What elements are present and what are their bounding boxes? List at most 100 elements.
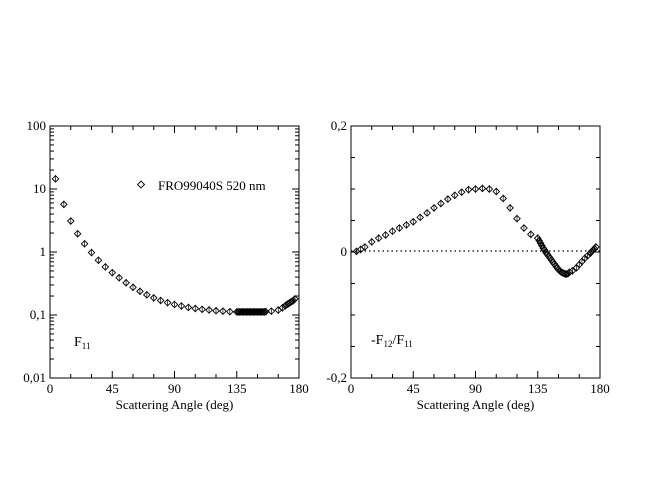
f12-ratio-data-point [536,239,545,248]
f11-label-main: F [74,335,82,350]
f11-x-tick-label: 90 [168,381,181,396]
f12-ratio-x-tick-label: 0 [348,381,355,396]
f11-data-point [156,296,165,305]
f11-x-ticks: 0 45 90 135 180 [47,126,309,396]
f12-ratio-x-tick-label: 135 [528,381,548,396]
f11-data-point [66,217,75,225]
f12-ratio-y-tick-label: 0 [341,244,348,259]
f12-ratio-data-point [374,234,383,242]
f11-data-point [219,307,227,316]
f11-y-tick-label: 10 [33,181,46,196]
f12-ratio-data-point [450,191,459,200]
f12-ratio-data-point [464,185,473,194]
ratio-label-sub1: 12 [383,339,392,349]
f11-label-sub: 11 [82,341,91,351]
f12-ratio-data-point [360,243,369,251]
f12-ratio-data-point [506,204,514,212]
f12-ratio-data-point [381,231,390,239]
f12-ratio-x-ticks: 0 45 90 135 180 [348,126,610,396]
ratio-label-sub2: 11 [404,339,413,349]
f11-data-point [212,306,220,315]
f11-data-point [101,263,110,271]
legend-marker [136,180,146,189]
f11-data-points [51,174,299,316]
f11-data-point [94,256,103,265]
f11-data-point [115,273,124,282]
f12-ratio-data-point [592,243,600,251]
f11-panel: 0 45 90 135 180 0,01 0,1 1 10 100 FRO99040S 520 … [23,118,309,412]
f11-data-point [59,200,68,209]
f11-data-point [291,295,299,303]
f12-ratio-data-point [492,187,501,196]
f12-ratio-data-point [388,227,397,236]
f11-x-tick-label: 135 [227,381,247,396]
f11-data-point [142,290,151,299]
ratio-label-mid: /F [392,333,404,348]
f11-x-tick-label: 45 [106,381,119,396]
f12-ratio-data-point [499,194,508,203]
f12-ratio-data-point [416,213,425,222]
f12-ratio-data-point [430,204,438,212]
f11-data-point [149,294,158,302]
f11-data-point [274,306,283,314]
f11-data-point [122,278,130,287]
f11-data-point [51,174,60,183]
f11-data-point [129,283,137,292]
f12-ratio-data-point [457,188,466,196]
f12-ratio-data-point [423,209,431,217]
f12-ratio-data-point [367,238,376,246]
f11-data-point [80,239,89,248]
f11-legend: FRO99040S 520 nm [136,178,266,193]
legend-label: FRO99040S 520 nm [158,178,266,193]
f11-y-tick-label: 0,1 [30,307,46,322]
f11-data-point [163,298,172,307]
f11-data-point [108,268,117,277]
f11-panel-label: F11 [74,335,90,351]
f12-ratio-data-point [533,234,542,242]
f12-ratio-data-point [402,221,411,229]
f12-ratio-data-point [520,224,528,232]
f12-ratio-x-tick-label: 180 [590,381,610,396]
f12-ratio-data-point [568,267,577,275]
f12-ratio-data-point [535,236,543,245]
f12-ratio-data-point [526,230,535,239]
f11-data-point [177,302,186,310]
f12-ratio-y-tick-label: -0,2 [326,370,347,385]
f12-ratio-data-point [437,199,445,208]
f11-data-point [136,287,144,296]
f12-ratio-panel-label: -F12/F11 [371,333,413,349]
f11-x-tick-label: 180 [289,381,309,396]
f12-ratio-data-point [485,185,494,193]
f11-x-axis-title: Scattering Angle (deg) [116,397,234,412]
f12-ratio-data-point [471,185,480,193]
f12-ratio-x-tick-label: 90 [469,381,482,396]
f12-ratio-data-point [565,268,574,276]
f12-ratio-data-point [443,195,452,203]
f11-data-point [170,300,179,309]
f11-x-tick-label: 0 [47,381,54,396]
f11-y-tick-label: 100 [27,118,47,133]
f12-ratio-data-point [478,184,487,193]
f11-data-point [261,307,270,316]
f12-ratio-y-tick-label: 0,2 [331,118,347,133]
f11-data-point [225,307,234,316]
f12-ratio-data-points [352,184,600,278]
f12-ratio-data-point [409,217,418,226]
f12-ratio-data-point [540,246,549,254]
f11-data-point [73,229,82,238]
f11-data-point [184,303,193,312]
f12-ratio-data-point [513,214,521,223]
f11-data-point [267,307,276,316]
f11-data-point [87,248,96,257]
f11-y-tick-label: 0,01 [23,370,46,385]
f12-ratio-panel: 0 45 90 135 180 -0,200,2 -F12/F11 Scattering… [326,118,609,412]
f12-ratio-y-ticks: -0,2 0 0,2 [326,118,600,385]
f11-y-ticks: 0,01 0,1 1 10 100 [23,118,299,385]
f11-y-tick-label: 1 [40,244,47,259]
f11-data-point [205,306,213,314]
f11-data-point [198,305,207,314]
f12-ratio-data-point [538,241,546,250]
f12-ratio-x-tick-label: 45 [407,381,420,396]
f12-ratio-x-axis-title: Scattering Angle (deg) [417,397,535,412]
